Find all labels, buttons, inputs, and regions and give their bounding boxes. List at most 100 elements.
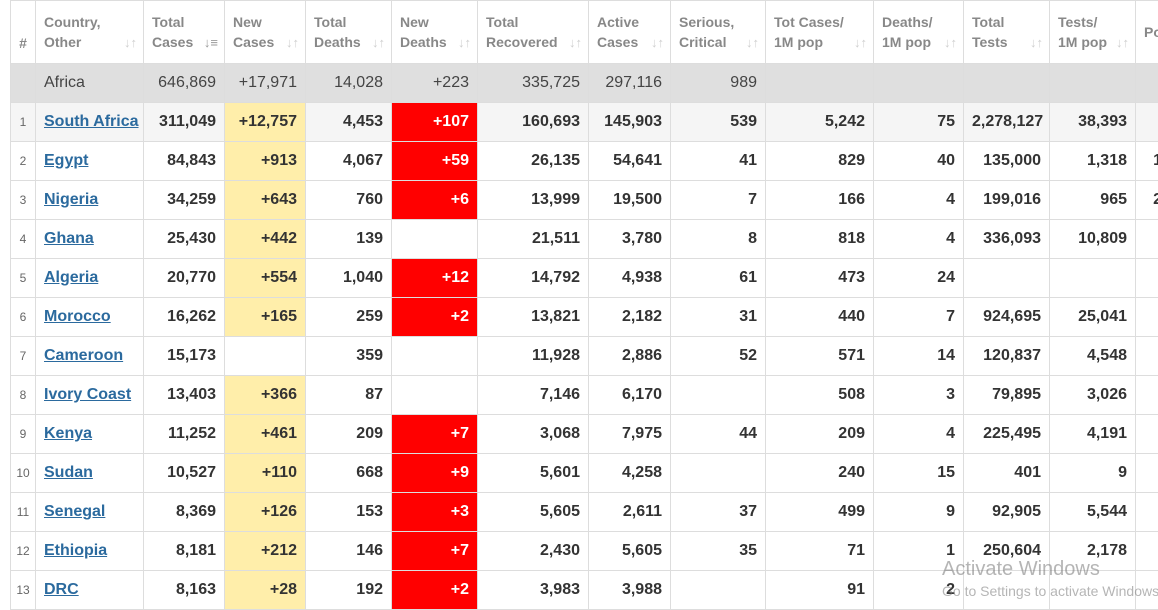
country-link[interactable]: Cameroon — [44, 347, 123, 364]
new-deaths-cell: +9 — [392, 454, 478, 493]
country-link[interactable]: Ivory Coast — [44, 386, 131, 403]
total-deaths-cell: 153 — [306, 493, 392, 532]
active-cases-cell: 2,182 — [589, 298, 671, 337]
country-cell: Algeria — [36, 259, 144, 298]
total-cases-cell: 311,049 — [144, 103, 225, 142]
new-deaths-cell: +223 — [392, 64, 478, 103]
sort-icon[interactable]: ↓↑ — [651, 33, 664, 53]
total-tests-cell: 120,837 — [964, 337, 1050, 376]
country-link[interactable]: Ethiopia — [44, 542, 107, 559]
total-deaths-cell: 209 — [306, 415, 392, 454]
tests-per-1m-cell: 5,544 — [1050, 493, 1136, 532]
population-cell — [1136, 532, 1158, 571]
tests-per-1m-cell — [1050, 571, 1136, 610]
header-tests-per-1m[interactable]: Tests/1M pop↓↑ — [1050, 1, 1136, 64]
country-cell: Egypt — [36, 142, 144, 181]
header-label-line: Tot Cases/ — [774, 14, 844, 30]
sort-icon[interactable]: ↓↑ — [1116, 33, 1129, 53]
population-cell — [1136, 415, 1158, 454]
active-cases-cell: 7,975 — [589, 415, 671, 454]
country-link[interactable]: Morocco — [44, 308, 111, 325]
deaths-per-1m-cell: 4 — [874, 181, 964, 220]
cases-per-1m-cell: 209 — [766, 415, 874, 454]
serious-critical-cell: 989 — [671, 64, 766, 103]
country-link[interactable]: Algeria — [44, 269, 98, 286]
tests-per-1m-cell: 38,393 — [1050, 103, 1136, 142]
country-link[interactable]: Nigeria — [44, 191, 98, 208]
header-label-line: Total — [314, 14, 346, 30]
total-tests-cell: 2,278,127 — [964, 103, 1050, 142]
rank-cell: 8 — [11, 376, 36, 415]
total-deaths-cell: 1,040 — [306, 259, 392, 298]
population-cell: 2 — [1136, 181, 1158, 220]
total-deaths-cell: 259 — [306, 298, 392, 337]
header-label-line: Cases — [233, 34, 274, 50]
total-cases-cell: 13,403 — [144, 376, 225, 415]
region-name: Africa — [36, 64, 144, 103]
sort-icon[interactable]: ↓↑ — [944, 33, 957, 53]
sort-icon[interactable]: ↓↑ — [569, 33, 582, 53]
total-recovered-cell: 11,928 — [478, 337, 589, 376]
sort-icon[interactable]: ↓↑ — [458, 33, 471, 53]
country-cell: South Africa — [36, 103, 144, 142]
header-label-line: New — [400, 14, 429, 30]
total-recovered-cell: 5,601 — [478, 454, 589, 493]
total-deaths-cell: 139 — [306, 220, 392, 259]
country-link[interactable]: Senegal — [44, 503, 105, 520]
population-cell — [1136, 64, 1158, 103]
sort-icon[interactable]: ↓↑ — [372, 33, 385, 53]
country-link[interactable]: South Africa — [44, 113, 139, 130]
country-link[interactable]: Sudan — [44, 464, 93, 481]
rank-cell: 12 — [11, 532, 36, 571]
population-cell — [1136, 298, 1158, 337]
sort-icon[interactable]: ↓↑ — [746, 33, 759, 53]
deaths-per-1m-cell — [874, 64, 964, 103]
header-country[interactable]: Country,Other↓↑ — [36, 1, 144, 64]
population-cell — [1136, 571, 1158, 610]
deaths-per-1m-cell: 75 — [874, 103, 964, 142]
sort-descending-icon[interactable]: ↓≡ — [204, 33, 218, 53]
header-label-line: Deaths — [314, 34, 361, 50]
total-recovered-cell: 21,511 — [478, 220, 589, 259]
sort-icon[interactable]: ↓↑ — [124, 33, 137, 53]
total-cases-cell: 646,869 — [144, 64, 225, 103]
country-cell: Ethiopia — [36, 532, 144, 571]
sort-icon[interactable]: ↓↑ — [286, 33, 299, 53]
new-deaths-cell: +59 — [392, 142, 478, 181]
header-label-line: Total — [972, 14, 1004, 30]
header-deaths-per-1m[interactable]: Deaths/1M pop↓↑ — [874, 1, 964, 64]
new-cases-cell: +554 — [225, 259, 306, 298]
country-link[interactable]: Egypt — [44, 152, 88, 169]
serious-critical-cell: 7 — [671, 181, 766, 220]
country-link[interactable]: Ghana — [44, 230, 94, 247]
population-cell — [1136, 376, 1158, 415]
header-total-deaths[interactable]: Total Deaths ↓↑ — [306, 1, 392, 64]
cases-per-1m-cell: 473 — [766, 259, 874, 298]
total-cases-cell: 11,252 — [144, 415, 225, 454]
country-cell: Ghana — [36, 220, 144, 259]
sort-icon[interactable]: ↓↑ — [1030, 33, 1043, 53]
sort-icon[interactable]: ↓↑ — [854, 33, 867, 53]
rank-cell: 13 — [11, 571, 36, 610]
country-link[interactable]: Kenya — [44, 425, 92, 442]
deaths-per-1m-cell: 4 — [874, 220, 964, 259]
total-recovered-cell: 3,068 — [478, 415, 589, 454]
population-cell — [1136, 103, 1158, 142]
header-cases-per-1m[interactable]: Tot Cases/1M pop↓↑ — [766, 1, 874, 64]
total-tests-cell: 225,495 — [964, 415, 1050, 454]
total-deaths-cell: 4,067 — [306, 142, 392, 181]
header-label-line: # — [19, 35, 27, 51]
country-cell: Senegal — [36, 493, 144, 532]
country-link[interactable]: DRC — [44, 581, 79, 598]
header-serious-critical[interactable]: Serious,Critical↓↑ — [671, 1, 766, 64]
new-cases-cell: +126 — [225, 493, 306, 532]
